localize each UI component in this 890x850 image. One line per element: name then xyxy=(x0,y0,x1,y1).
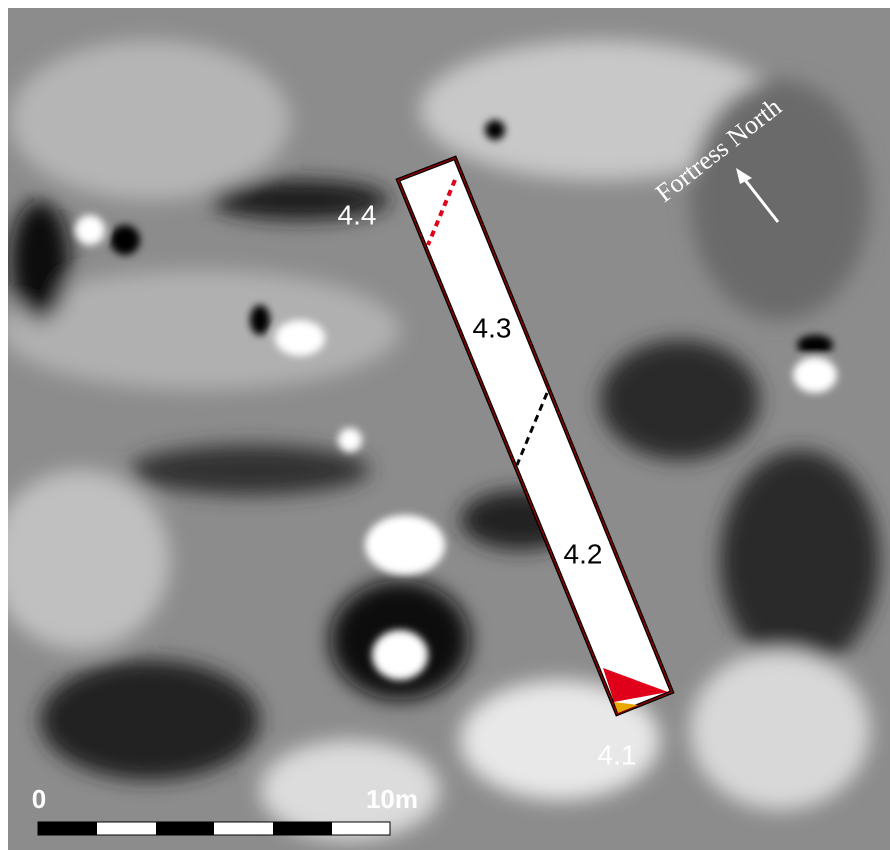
trench-label: 4.2 xyxy=(564,538,603,569)
scale-label: 10m xyxy=(366,784,418,814)
north-arrowhead xyxy=(736,168,752,184)
section-boundary xyxy=(515,392,549,466)
trench-label: 4.1 xyxy=(598,739,637,770)
section-boundary xyxy=(426,179,457,246)
trench-label: 4.3 xyxy=(473,312,512,343)
trench-edge xyxy=(397,157,673,715)
scale-bar xyxy=(37,821,391,836)
trench-label: 4.4 xyxy=(338,199,377,230)
trench-fill-red xyxy=(603,668,668,702)
magnetometry-image xyxy=(8,8,890,850)
trench-fill-yellow xyxy=(614,702,638,713)
north-arrow xyxy=(740,175,780,223)
scale-label: 0 xyxy=(32,784,46,814)
